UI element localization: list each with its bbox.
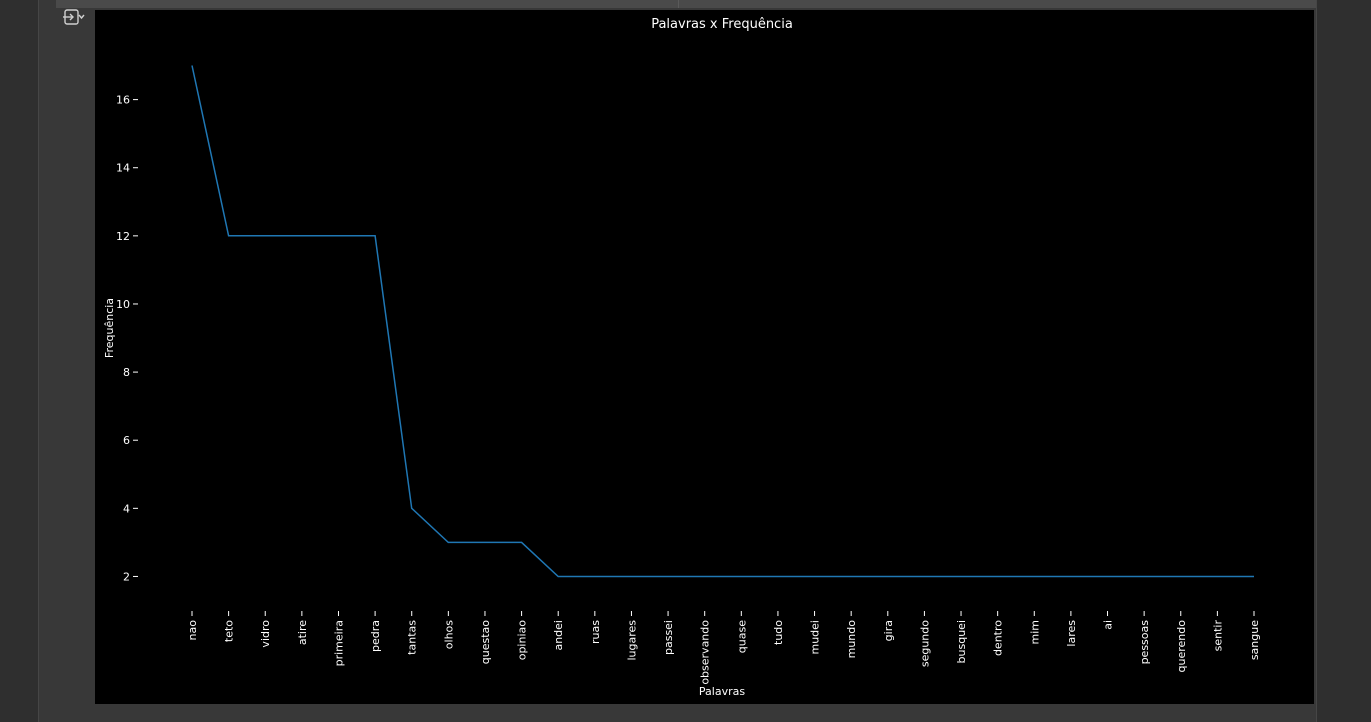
x-tick-label: sangue: [1248, 620, 1261, 660]
y-tick-label: 4: [123, 502, 130, 515]
x-tick-label: ai: [1102, 620, 1115, 630]
chart-figure: Palavras x Frequência 2 4 6 8 10 12 14 16 nao te…: [95, 10, 1314, 704]
x-tick-label: passei: [662, 620, 675, 655]
x-tick-label: andei: [552, 620, 565, 651]
x-tick-label: tantas: [406, 620, 419, 655]
x-tick-label: opiniao: [516, 620, 529, 661]
line-chart: Palavras x Frequência 2 4 6 8 10 12 14 16 nao te…: [103, 17, 1261, 698]
x-tick-label: atire: [296, 620, 309, 645]
left-gutter: [0, 0, 39, 722]
x-tick-label: querendo: [1175, 620, 1188, 673]
y-tick-label: 16: [116, 94, 130, 107]
y-axis-label: Frequência: [103, 298, 116, 358]
y-tick-label: 6: [123, 434, 130, 447]
x-tick-label: primeira: [332, 620, 345, 666]
x-tick-label: questao: [479, 620, 492, 665]
x-tick-label: mudei: [809, 620, 822, 655]
x-tick-label: quase: [735, 620, 748, 653]
x-tick-label: tudo: [772, 620, 785, 645]
x-tick-label: busquei: [955, 620, 968, 663]
y-axis: 2 4 6 8 10 12 14 16: [116, 94, 138, 583]
x-tick-label: mim: [1028, 620, 1041, 645]
x-tick-label: nao: [186, 620, 199, 641]
y-tick-label: 12: [116, 230, 130, 243]
top-bar-divider: [678, 0, 679, 8]
x-tick-label: olhos: [442, 620, 455, 649]
series-line: [191, 65, 1254, 578]
x-tick-label: vidro: [259, 620, 272, 648]
x-tick-label: dentro: [992, 620, 1005, 656]
y-tick-label: 10: [116, 298, 130, 311]
chart-title: Palavras x Frequência: [651, 17, 793, 32]
x-axis-label: Palavras: [699, 685, 745, 698]
x-tick-label: sentir: [1211, 620, 1224, 652]
right-rail: [1316, 0, 1371, 722]
x-tick-label: lugares: [625, 620, 638, 661]
output-toggle-icon[interactable]: [62, 7, 86, 29]
x-tick-label: teto: [223, 620, 236, 642]
x-tick-label: ruas: [589, 620, 602, 644]
x-tick-label: pessoas: [1138, 620, 1151, 665]
x-tick-label: mundo: [845, 620, 858, 659]
y-tick-label: 14: [116, 162, 130, 175]
cell-top-bar: [56, 0, 1316, 8]
y-tick-label: 8: [123, 366, 130, 379]
x-tick-label: gira: [882, 620, 895, 641]
x-tick-label: lares: [1065, 620, 1078, 647]
x-axis: nao teto vidro atire primeira pedra tantas olho…: [186, 611, 1261, 685]
x-tick-label: pedra: [369, 620, 382, 652]
x-tick-label: observando: [699, 620, 712, 685]
y-tick-label: 2: [123, 570, 130, 583]
x-tick-label: segundo: [918, 620, 931, 667]
